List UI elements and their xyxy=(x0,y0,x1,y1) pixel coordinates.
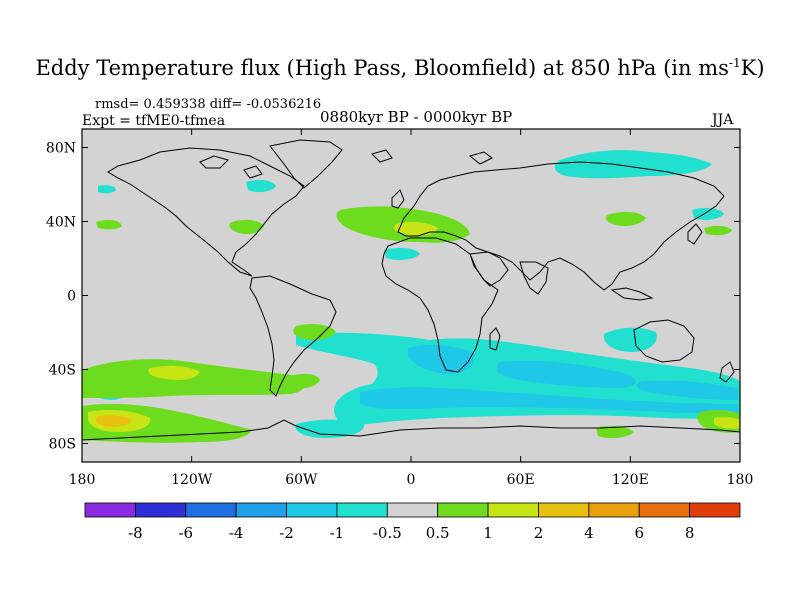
colorbar-swatch xyxy=(185,502,237,518)
far-south-pacific-positive-max xyxy=(96,415,132,427)
south-pacific-east-patch xyxy=(293,324,336,340)
colorbar-level-label: -1 xyxy=(330,524,345,542)
colorbar-swatch xyxy=(689,502,741,518)
colorbar-level-label: 6 xyxy=(634,524,644,542)
lon-tick-label: 120E xyxy=(612,472,649,488)
north-pacific-negative-patch xyxy=(692,207,724,221)
antarctic-negative-patch xyxy=(295,419,365,438)
japan-coastline xyxy=(687,223,703,245)
coastlines xyxy=(82,139,740,441)
southeast-pacific-positive-core xyxy=(148,365,200,380)
north-atlantic-west-positive-patch xyxy=(96,219,122,230)
colorbar-level-label: -6 xyxy=(178,524,193,542)
lat-tick-label: 40N xyxy=(46,215,76,231)
colorbar-level-label: -4 xyxy=(229,524,244,542)
lat-tick-label: 80N xyxy=(46,141,76,157)
south-indian-negative-patch xyxy=(496,360,636,388)
southern-indian-small-patch xyxy=(596,425,634,439)
lon-tick-label: 180 xyxy=(69,472,96,488)
colorbar-level-label: -8 xyxy=(128,524,143,542)
colorbar-level-label: 1 xyxy=(483,524,493,542)
season-label: JJA xyxy=(712,112,734,128)
north-america-coastline xyxy=(107,147,305,277)
colorbar: -8 -6 -4 -2 -1 -0.5 0.5 1 2 4 6 8 xyxy=(84,502,741,542)
colorbar-level-label: 0.5 xyxy=(426,524,450,542)
colorbar-swatch xyxy=(134,502,187,518)
south-pacific-negative-patch xyxy=(636,380,738,400)
colorbar-level-label: -2 xyxy=(279,524,294,542)
arabia-coastline xyxy=(469,251,509,287)
period-label: 0880kyr BP - 0000kyr BP xyxy=(320,108,513,126)
longitude-axis: 180 120W 60W 0 60E 120E 180 xyxy=(69,129,754,488)
colorbar-level-label: -0.5 xyxy=(373,524,402,542)
western-atlantic-positive-patch xyxy=(229,219,264,234)
greenland-coastline xyxy=(269,139,343,189)
lat-tick-label: 0 xyxy=(67,289,76,305)
colorbar-swatch xyxy=(538,502,590,518)
colorbar-swatch xyxy=(588,502,640,518)
lon-tick-label: 60E xyxy=(507,472,535,488)
experiment-label: Expt = tfME0-tfmea xyxy=(82,113,226,129)
colorbar-swatch xyxy=(235,502,287,518)
colorbar-swatch xyxy=(286,502,338,518)
lon-tick-label: 60W xyxy=(285,472,318,488)
latitude-axis: 80N 40N 0 40S 80S xyxy=(46,141,740,453)
indian-ocean-negative-patch xyxy=(603,327,657,352)
north-pacific-positive-patch xyxy=(605,211,646,226)
antarctica-coastline xyxy=(82,419,740,441)
north-africa-negative-patch xyxy=(384,247,420,261)
antarctic-peninsula-positive-patch xyxy=(287,373,320,388)
uk-coastline xyxy=(391,189,405,209)
southeast-asia-islands-coastline xyxy=(610,287,654,301)
plot-title: Eddy Temperature flux (High Pass, Bloomf… xyxy=(35,56,765,80)
madagascar-coastline xyxy=(489,327,501,351)
arctic-islands-coastline xyxy=(199,149,493,179)
south-america-coastline xyxy=(249,275,337,397)
colorbar-swatch xyxy=(386,502,439,518)
colorbar-swatch xyxy=(638,502,691,518)
colorbar-level-label: 8 xyxy=(685,524,695,542)
lat-tick-label: 40S xyxy=(49,363,76,379)
colorbar-level-label: 4 xyxy=(584,524,594,542)
india-coastline xyxy=(519,261,549,295)
arctic-small-negative-patch xyxy=(246,179,276,193)
colorbar-swatch xyxy=(84,502,136,518)
colorbar-swatch xyxy=(487,502,539,518)
europe-asia-coastline xyxy=(397,161,725,291)
colorbar-swatch xyxy=(336,502,388,518)
north-atlantic-negative-patch xyxy=(98,185,116,194)
southeast-pacific-positive-field xyxy=(82,359,306,398)
lon-tick-label: 0 xyxy=(407,472,416,488)
australia-coastline xyxy=(633,319,695,363)
lon-tick-label: 120W xyxy=(171,472,213,488)
stats-text: rmsd= 0.459338 diff= -0.0536216 xyxy=(95,97,322,112)
lon-tick-label: 180 xyxy=(727,472,754,488)
southern-ocean-negative-core xyxy=(360,387,738,414)
colorbar-level-label: 2 xyxy=(534,524,544,542)
arctic-negative-field xyxy=(554,150,712,179)
australian-sector-positive-core xyxy=(714,417,740,429)
colorbar-swatch xyxy=(437,502,489,518)
north-pacific-east-positive-patch xyxy=(704,225,732,236)
new-zealand-coastline xyxy=(719,361,735,383)
lat-tick-label: 80S xyxy=(49,437,76,453)
